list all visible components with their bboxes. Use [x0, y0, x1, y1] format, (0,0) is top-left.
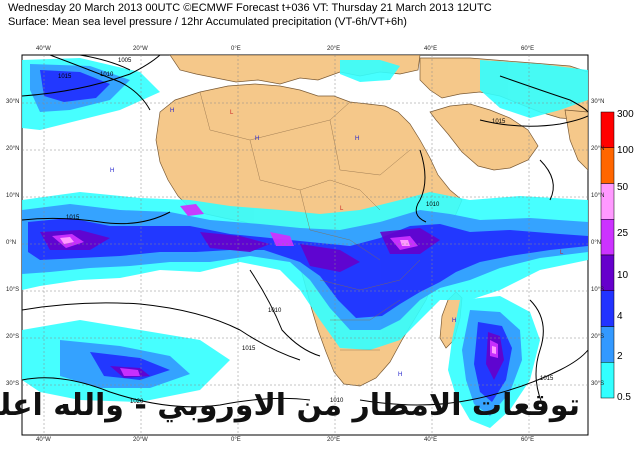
isobar-line [539, 159, 554, 201]
high-pressure-marker: H [398, 372, 402, 378]
lon-label-bottom: 60°E [521, 437, 535, 443]
isobar-label: 1010 [330, 398, 344, 404]
arabic-caption-overlay: توقعات الامطار من الاوروبي - والله اعلم [0, 388, 580, 423]
lat-label-right: 10°S [591, 287, 605, 293]
colorbar-label: 50 [617, 182, 629, 193]
isobar-line [499, 75, 588, 113]
colorbar-label: 300 [617, 109, 634, 120]
isobar-line [22, 377, 311, 408]
high-pressure-marker: H [110, 168, 114, 174]
colorbar-swatch [600, 290, 615, 327]
colorbar-swatch [600, 111, 615, 148]
lat-lon-grid [22, 55, 588, 435]
colorbar-swatch [600, 326, 615, 363]
lon-label-top: 20°W [133, 46, 148, 52]
lon-label-top: 20°E [327, 46, 341, 52]
high-pressure-marker: H [355, 136, 359, 142]
lat-label-left: 30°S [6, 381, 20, 387]
precipitation-colorbar [600, 111, 615, 399]
isobar-labels: 1015 1010 1005 1015 1010 1015 1020 1010 … [58, 58, 554, 405]
isobar-label: 1020 [130, 399, 144, 405]
isobar-line [22, 302, 301, 361]
low-pressure-marker: L [340, 206, 344, 212]
lat-label-right: 30°S [591, 381, 605, 387]
high-pressure-marker: H [255, 136, 259, 142]
isobar-label: 1005 [118, 58, 132, 64]
lon-label-top: 40°W [36, 46, 51, 52]
lon-label-bottom: 40°W [36, 437, 51, 443]
lat-label-left: 10°S [6, 287, 20, 293]
lat-label-right: 20°S [591, 334, 605, 340]
lat-label-right: 10°N [591, 193, 605, 199]
colorbar-label: 4 [617, 311, 623, 322]
forecast-run-info: Wednesday 20 March 2013 00UTC ©ECMWF For… [8, 2, 492, 14]
isobar-line [22, 211, 171, 225]
lat-label-left: 20°S [6, 334, 20, 340]
low-pressure-marker: L [560, 250, 564, 256]
lat-label-left: 30°N [6, 99, 20, 105]
isobar-line [79, 55, 131, 71]
colorbar-swatch [600, 183, 615, 220]
pressure-centers: H H H H L L H H L [110, 108, 564, 378]
low-pressure-marker: L [230, 110, 234, 116]
isobar-line [415, 149, 427, 223]
forecast-parameter-info: Surface: Mean sea level pressure / 12hr … [8, 16, 407, 28]
isobar-label: 1010 [426, 202, 440, 208]
colorbar-swatch [600, 147, 615, 184]
lon-label-top: 40°E [424, 46, 438, 52]
lat-label-right: 0°N [591, 240, 602, 246]
isobar-label: 1010 [268, 308, 282, 314]
isobar-line [22, 55, 161, 97]
lon-label-top: 60°E [521, 46, 535, 52]
lon-label-bottom: 20°E [327, 437, 341, 443]
colorbar-swatch [600, 362, 615, 399]
isobar-line [529, 299, 546, 411]
lat-label-left: 0°N [6, 240, 17, 246]
isobar-label: 1015 [540, 376, 554, 382]
lat-label-left: 10°N [6, 193, 20, 199]
lon-label-bottom: 40°E [424, 437, 438, 443]
colorbar-label: 10 [617, 270, 629, 281]
colorbar-swatch [600, 254, 615, 291]
isobar-label: 1015 [58, 74, 72, 80]
colorbar-label: 2 [617, 351, 623, 362]
lat-label-right: 20°N [591, 146, 605, 152]
lat-label-left: 20°N [6, 146, 20, 152]
isobar-line [359, 349, 588, 406]
lon-label-bottom: 0°E [231, 437, 241, 443]
colorbar-label: 100 [617, 145, 634, 156]
isobar-label: 1015 [492, 119, 506, 125]
lat-label-right: 30°N [591, 99, 605, 105]
isobar-line [249, 269, 321, 357]
colorbar-label: 25 [617, 228, 629, 239]
high-pressure-marker: H [170, 108, 174, 114]
lon-label-bottom: 20°W [133, 437, 148, 443]
high-pressure-marker: H [452, 318, 456, 324]
isobar-lines [22, 55, 588, 411]
isobar-line [479, 115, 588, 127]
colorbar-label: 0.5 [617, 392, 631, 403]
isobar-line [49, 55, 151, 111]
lon-label-top: 0°E [231, 46, 241, 52]
india-landmass [564, 109, 588, 171]
isobar-label: 1015 [66, 215, 80, 221]
isobar-label: 1010 [100, 72, 114, 78]
arabia-landmass [429, 103, 539, 171]
isobar-label: 1015 [242, 346, 256, 352]
colorbar-swatch [600, 219, 615, 256]
